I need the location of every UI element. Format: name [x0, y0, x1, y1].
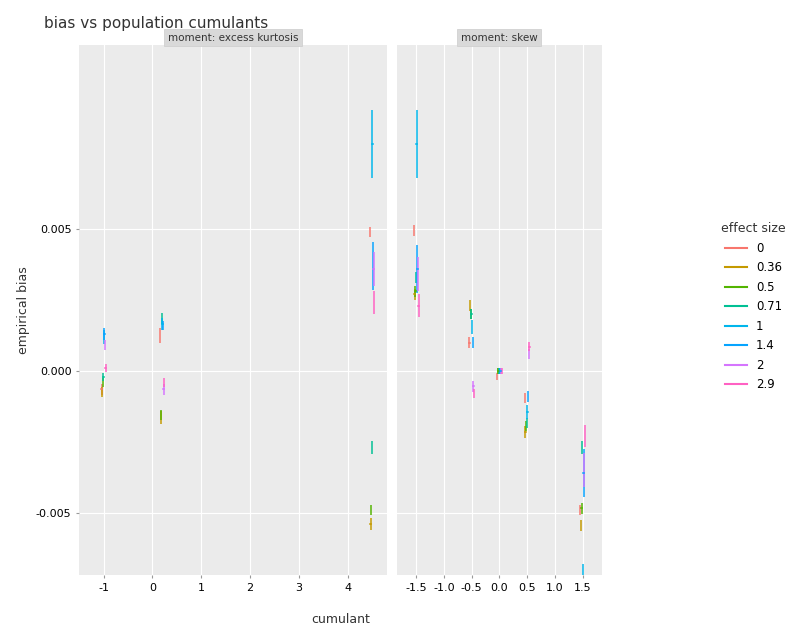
- Y-axis label: empirical bias: empirical bias: [17, 266, 30, 354]
- Text: cumulant: cumulant: [311, 613, 370, 626]
- Legend: 0, 0.36, 0.5, 0.71, 1, 1.4, 2, 2.9: 0, 0.36, 0.5, 0.71, 1, 1.4, 2, 2.9: [722, 222, 786, 391]
- Text: bias vs population cumulants: bias vs population cumulants: [44, 16, 268, 31]
- Title: moment: skew: moment: skew: [461, 33, 538, 43]
- Title: moment: excess kurtosis: moment: excess kurtosis: [168, 33, 299, 43]
